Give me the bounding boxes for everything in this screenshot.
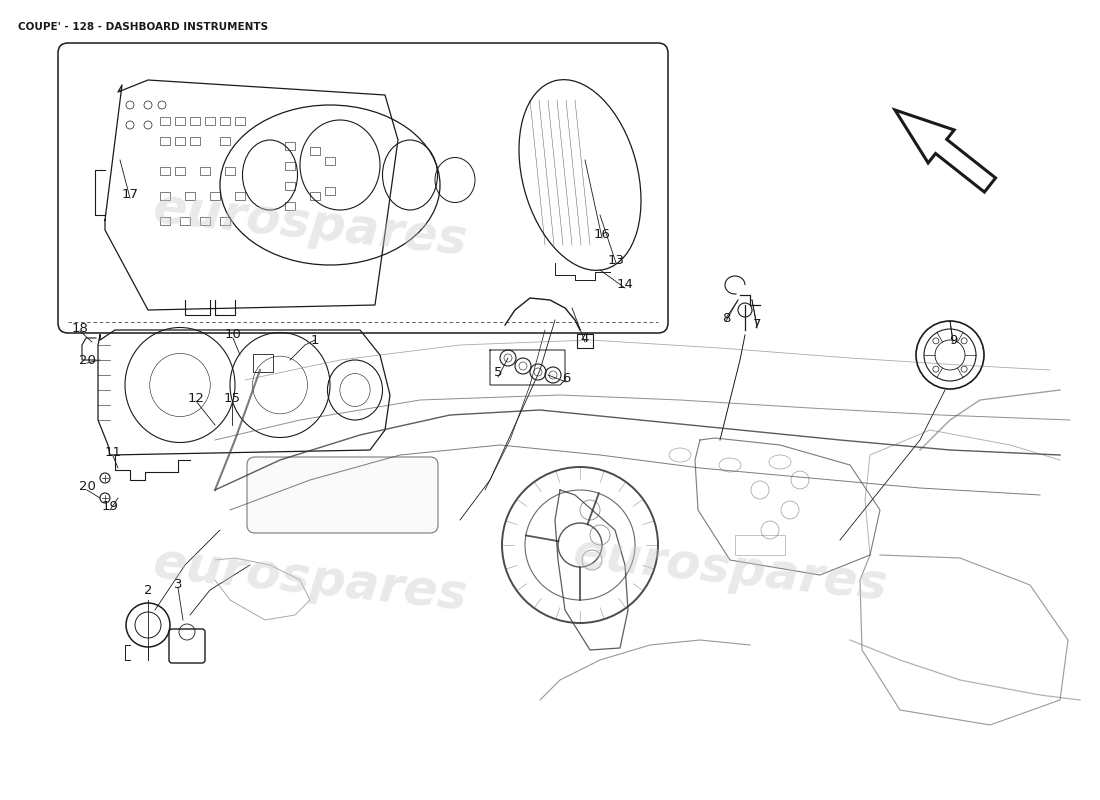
Bar bbox=[310, 192, 320, 200]
Text: 14: 14 bbox=[617, 278, 634, 291]
Bar bbox=[735, 535, 785, 555]
Text: COUPE' - 128 - DASHBOARD INSTRUMENTS: COUPE' - 128 - DASHBOARD INSTRUMENTS bbox=[18, 22, 268, 32]
Bar bbox=[175, 117, 185, 125]
Text: 2: 2 bbox=[144, 583, 152, 597]
Bar bbox=[210, 192, 220, 200]
Bar bbox=[175, 137, 185, 145]
Text: 18: 18 bbox=[72, 322, 88, 334]
Bar bbox=[226, 167, 235, 175]
Bar bbox=[160, 117, 170, 125]
Text: 20: 20 bbox=[78, 481, 96, 494]
Bar bbox=[160, 217, 170, 225]
Bar bbox=[285, 182, 295, 190]
Text: 3: 3 bbox=[174, 578, 183, 591]
Text: 10: 10 bbox=[224, 329, 241, 342]
Bar bbox=[324, 187, 336, 195]
Text: 1: 1 bbox=[310, 334, 319, 346]
Bar bbox=[578, 334, 593, 348]
Bar bbox=[190, 117, 200, 125]
Bar bbox=[160, 192, 170, 200]
Bar bbox=[285, 202, 295, 210]
Bar bbox=[200, 167, 210, 175]
Bar bbox=[235, 192, 245, 200]
Text: 11: 11 bbox=[104, 446, 121, 459]
Text: eurospares: eurospares bbox=[151, 185, 470, 266]
Bar bbox=[285, 142, 295, 150]
Text: 12: 12 bbox=[187, 391, 205, 405]
Bar bbox=[324, 157, 336, 165]
Text: 20: 20 bbox=[78, 354, 96, 366]
Text: 5: 5 bbox=[494, 366, 503, 379]
Bar bbox=[190, 137, 200, 145]
Text: 4: 4 bbox=[581, 331, 590, 345]
Bar bbox=[200, 217, 210, 225]
Bar bbox=[220, 137, 230, 145]
Bar bbox=[175, 167, 185, 175]
Text: 19: 19 bbox=[101, 501, 119, 514]
Text: eurospares: eurospares bbox=[151, 540, 470, 620]
Text: 15: 15 bbox=[223, 391, 241, 405]
Polygon shape bbox=[895, 110, 996, 192]
Bar bbox=[235, 117, 245, 125]
Text: 17: 17 bbox=[121, 189, 139, 202]
Bar bbox=[185, 192, 195, 200]
Text: 8: 8 bbox=[722, 311, 730, 325]
Bar bbox=[220, 117, 230, 125]
Text: 16: 16 bbox=[594, 229, 610, 242]
Bar bbox=[160, 167, 170, 175]
Bar bbox=[160, 137, 170, 145]
Bar bbox=[253, 354, 273, 372]
Text: 9: 9 bbox=[949, 334, 957, 346]
Bar bbox=[285, 162, 295, 170]
Bar bbox=[180, 217, 190, 225]
Bar bbox=[220, 217, 230, 225]
Bar bbox=[205, 117, 214, 125]
FancyBboxPatch shape bbox=[248, 457, 438, 533]
Text: 13: 13 bbox=[607, 254, 625, 266]
Text: 7: 7 bbox=[752, 318, 761, 331]
Text: 6: 6 bbox=[562, 371, 570, 385]
Bar bbox=[310, 147, 320, 155]
Text: eurospares: eurospares bbox=[571, 530, 890, 610]
